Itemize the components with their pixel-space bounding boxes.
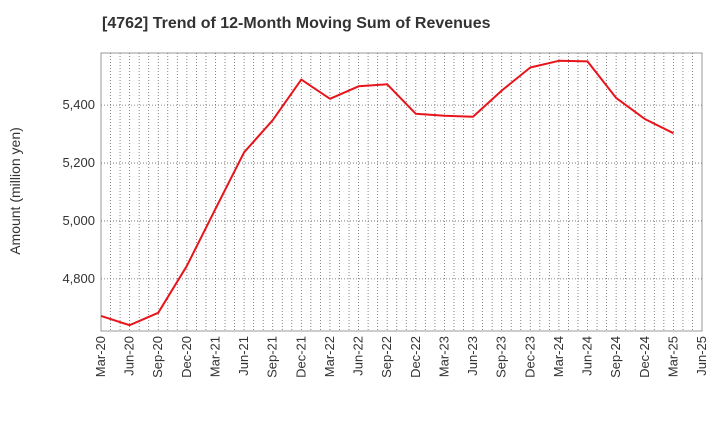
plot-area [100,52,703,332]
x-tick-labels: Mar-20 Jun-20 Sep-20 Dec-20 Mar-21 Jun-21 Sep-… [93,336,709,378]
x-tick-label: Dec-21 [293,336,308,378]
x-tick-label: Jun-23 [465,336,480,376]
grid-lines [101,53,702,331]
x-tick-label: Mar-24 [551,336,566,377]
x-tick-label: Jun-22 [351,336,366,376]
x-tick-label: Sep-22 [379,336,394,378]
x-tick-label: Mar-23 [436,336,451,377]
x-tick-label: Jun-21 [236,336,251,376]
x-tick-label: Jun-20 [122,336,137,376]
x-tick-label: Mar-22 [322,336,337,377]
x-tick-label: Mar-20 [93,336,108,377]
x-tick-label: Dec-23 [522,336,537,378]
x-tick-label: Sep-20 [150,336,165,378]
x-tick-label: Sep-24 [608,336,623,378]
x-tick-label: Mar-25 [665,336,680,377]
x-tick-label: Sep-21 [265,336,280,378]
x-tick-label: Mar-21 [207,336,222,377]
y-tick-label: 5,000 [62,213,95,228]
x-tick-label: Jun-24 [580,336,595,376]
x-tick-label: Dec-20 [179,336,194,378]
series-lines [100,59,674,327]
y-tick-label: 5,400 [62,97,95,112]
y-tick-label: 4,800 [62,271,95,286]
y-tick-label: 5,200 [62,155,95,170]
chart-title: [4762] Trend of 12-Month Moving Sum of R… [102,15,491,32]
x-tick-label: Dec-24 [637,336,652,378]
x-tick-label: Jun-25 [694,336,709,376]
series-line [100,59,674,327]
x-tick-label: Sep-23 [494,336,509,378]
y-tick-labels: 4,800 5,000 5,200 5,400 [62,97,95,286]
x-tick-label: Dec-22 [408,336,423,378]
